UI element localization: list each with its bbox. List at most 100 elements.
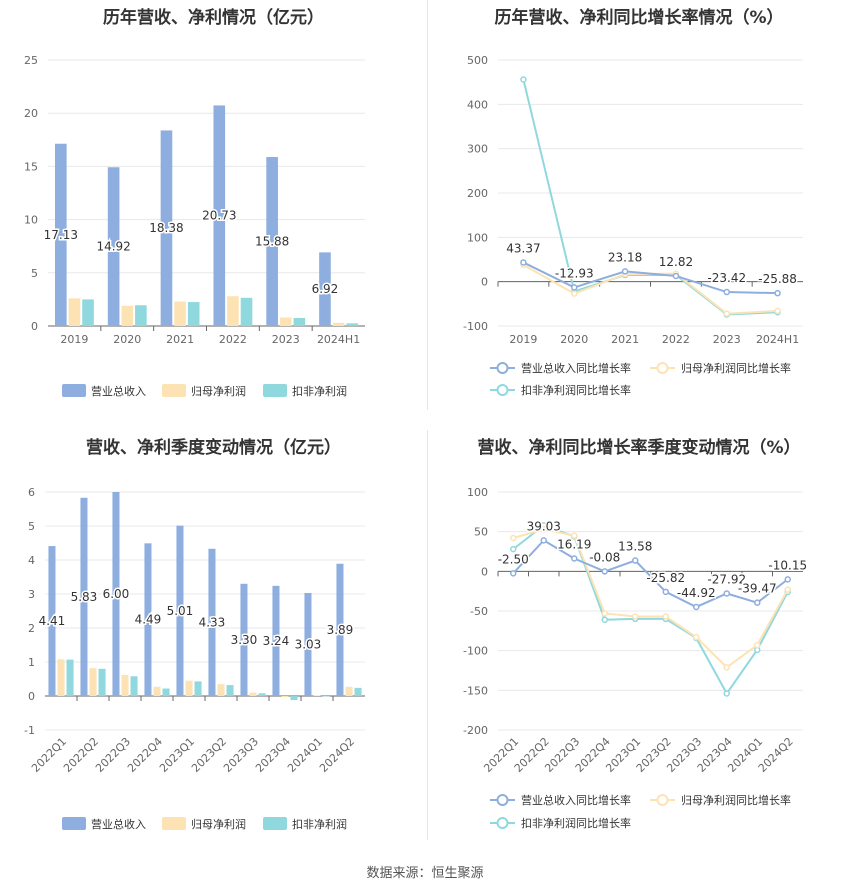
legend-swatch [62, 384, 86, 397]
quarterly-growth-rate-line-chart: -200-150-100-500501002022Q12022Q22022Q32… [463, 486, 809, 830]
data-label: 23.18 [608, 250, 642, 264]
bar-net-profit [279, 317, 292, 326]
data-point [601, 568, 608, 575]
data-label: 3.89 [327, 623, 354, 637]
data-point [784, 586, 791, 593]
data-point [540, 526, 547, 533]
data-point [723, 664, 730, 671]
legend-marker [496, 362, 509, 374]
data-label: -27.92 [707, 572, 746, 586]
data-point [510, 545, 517, 553]
bar-net-profit [121, 674, 129, 696]
data-label: -44.92 [677, 586, 716, 600]
data-point [754, 599, 761, 606]
data-label: 12.82 [659, 255, 693, 269]
x-tick-label: 2021 [611, 333, 639, 346]
annual-revenue-profit-bar-chart: 0 5 10 15 20 25 2019 17.13 2020 14.92 2021 18.38 202… [24, 54, 365, 398]
bar-deducted-profit [98, 668, 106, 696]
data-label: 39.03 [527, 519, 561, 533]
data-point [540, 537, 547, 544]
data-point [754, 641, 761, 649]
data-label: -23.42 [707, 271, 746, 285]
bar-deducted-profit [258, 693, 266, 696]
bar-deducted-profit [240, 297, 253, 326]
y-tick-label: 5 [28, 520, 35, 533]
y-tick-label: 3 [28, 588, 35, 601]
data-point [723, 690, 730, 697]
data-label: 3.03 [295, 637, 322, 651]
bar-revenue [208, 548, 216, 696]
legend-label: 营业总收入同比增长率 [521, 793, 631, 807]
chart-1-title: 历年营收、净利情况（亿元） [103, 8, 324, 28]
data-point [571, 555, 578, 562]
legend-marker [496, 817, 509, 829]
y-tick-label: -100 [463, 645, 488, 658]
legend-label: 营业总收入 [91, 817, 146, 831]
bar-revenue [48, 546, 56, 696]
bar-revenue [336, 563, 344, 696]
data-point [510, 570, 517, 577]
series-line-revenue-growth [512, 539, 789, 609]
legend-marker [656, 794, 669, 806]
x-tick-label: 2024Q2 [317, 735, 357, 775]
legend-label: 营业总收入同比增长率 [521, 361, 631, 375]
y-tick-label: -1 [24, 724, 35, 737]
bar-net-profit [57, 659, 65, 696]
x-tick-label: 2023 [272, 333, 300, 346]
y-tick-label: -50 [470, 605, 488, 618]
legend-marker [656, 362, 669, 374]
legend-label: 扣非净利润 [292, 384, 347, 398]
data-label: 6.92 [312, 282, 339, 296]
bar-revenue [240, 583, 248, 696]
y-tick-label: -200 [463, 724, 488, 737]
bar-deducted-profit [194, 681, 202, 696]
bar-net-profit [227, 296, 239, 326]
legend-label: 归母净利润同比增长率 [681, 361, 791, 375]
series-line-deducted-profit-growth [512, 524, 789, 696]
bar-deducted-profit [354, 687, 362, 696]
data-label: -39.47 [738, 582, 777, 596]
series-line-revenue-growth [522, 261, 778, 295]
y-tick-label: -100 [463, 320, 488, 333]
bar-net-profit [332, 322, 345, 326]
bar-net-profit [217, 684, 225, 696]
bar-net-profit [281, 696, 289, 698]
chart-2-title: 历年营收、净利同比增长率情况（%） [494, 8, 784, 28]
y-tick-label: 0 [481, 276, 488, 289]
data-point [693, 633, 700, 641]
y-tick-label: 0 [481, 565, 488, 578]
legend-label: 扣非净利润同比增长率 [521, 816, 631, 830]
bar-revenue [266, 157, 278, 326]
data-point [774, 307, 781, 315]
data-label: 3.24 [263, 634, 290, 648]
y-tick-label: 5 [31, 267, 38, 280]
bar-revenue [272, 585, 280, 696]
data-point [601, 616, 608, 623]
data-point [571, 532, 578, 539]
data-point [662, 613, 669, 620]
data-point [723, 310, 730, 317]
bar-deducted-profit [162, 688, 170, 696]
x-tick-label: 2024H1 [756, 333, 799, 346]
data-source-note: 数据来源：恒生聚源 [366, 866, 484, 881]
data-label: -10.15 [768, 558, 807, 572]
data-label: -25.82 [646, 571, 685, 585]
data-label: 17.13 [44, 228, 78, 242]
data-label: 4.49 [135, 613, 162, 627]
data-point [601, 610, 608, 617]
y-tick-label: 10 [24, 214, 38, 227]
y-tick-label: 50 [474, 526, 488, 539]
bar-deducted-profit [290, 696, 298, 701]
legend-label: 归母净利润 [191, 817, 246, 831]
x-tick-label: 2020 [560, 333, 588, 346]
bar-net-profit [185, 680, 193, 696]
y-tick-label: 4 [28, 554, 35, 567]
legend-marker [496, 384, 509, 396]
data-label: 14.92 [96, 240, 130, 254]
y-tick-label: 2 [28, 622, 35, 635]
y-tick-label: 0 [28, 690, 35, 703]
x-tick-label: 2021 [166, 333, 194, 346]
bar-net-profit [345, 686, 353, 696]
bar-net-profit [313, 695, 321, 696]
legend-swatch [263, 817, 287, 830]
